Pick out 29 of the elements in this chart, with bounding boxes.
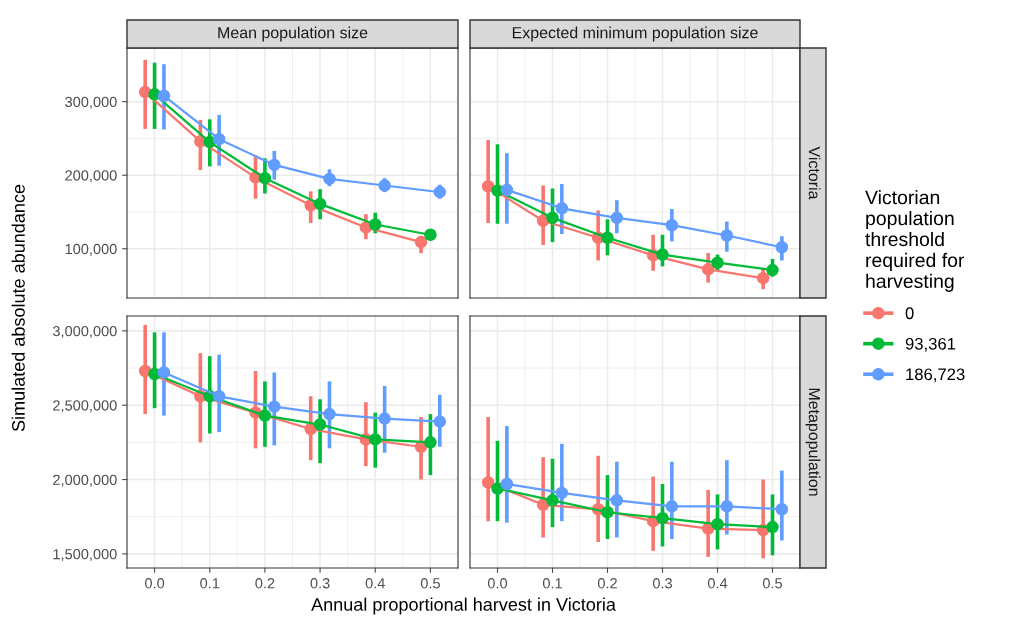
y-tick-label: 2,500,000 bbox=[53, 400, 117, 413]
x-tick-label: 0.5 bbox=[420, 578, 440, 589]
x-tick-label: 0.2 bbox=[255, 578, 275, 589]
y-tick-label: 1,500,000 bbox=[53, 548, 117, 562]
x-tick-label: 0.5 bbox=[762, 578, 783, 589]
chart-title: Expected minimum population size bbox=[512, 26, 758, 42]
x-tick-label: 0.0 bbox=[145, 578, 165, 589]
x-tick-label: 0.0 bbox=[487, 578, 508, 589]
x-tick-label: 0.1 bbox=[200, 578, 220, 589]
legend-label: 0 bbox=[905, 307, 914, 320]
y2-axis-title: Metapopulation bbox=[805, 388, 821, 496]
x-tick-label: 0.1 bbox=[542, 578, 562, 589]
x-tick-label: 0.2 bbox=[597, 578, 617, 589]
legend-title: Victorian population threshold required for harvesting bbox=[865, 190, 965, 292]
legend-label: 93,361 bbox=[905, 337, 956, 352]
y2-axis-title: Victoria bbox=[808, 146, 821, 200]
y-axis-title: Simulated absolute abundance bbox=[11, 184, 25, 432]
y-tick-label: 2,000,000 bbox=[53, 474, 117, 487]
x-tick-label: 0.4 bbox=[365, 578, 385, 589]
y-tick-label: 200,000 bbox=[65, 170, 117, 183]
x-tick-label: 0.3 bbox=[652, 578, 672, 589]
y-tick-label: 3,000,000 bbox=[52, 325, 117, 339]
y-tick-label: 300,000 bbox=[65, 96, 117, 109]
x-tick-label: 0.4 bbox=[707, 578, 728, 589]
legend-label: 186,723 bbox=[906, 368, 965, 383]
y-tick-label: 100,000 bbox=[65, 243, 117, 256]
x-axis-title: Annual proportional harvest in Victoria bbox=[311, 597, 616, 615]
chart-title: Mean population size bbox=[218, 26, 368, 42]
x-tick-label: 0.3 bbox=[310, 578, 330, 589]
